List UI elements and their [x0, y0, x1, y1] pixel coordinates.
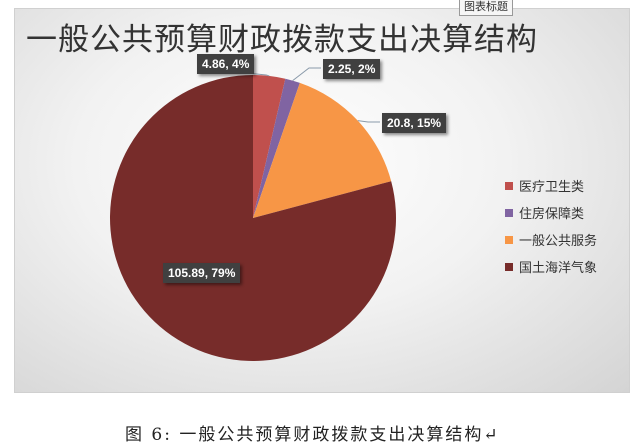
legend-swatch — [505, 181, 513, 190]
pie-slice[interactable] — [253, 75, 286, 218]
leader-line — [357, 120, 380, 123]
legend-label: 国土海洋气象 — [519, 261, 598, 276]
legend-swatch — [505, 262, 513, 271]
pie-slice[interactable] — [253, 78, 300, 218]
legend[interactable]: 医疗卫生类住房保障类一般公共服务 国土海洋气象 — [505, 172, 597, 280]
pie-slice[interactable] — [253, 82, 392, 219]
chart-title-tooltip: 图表标题 — [459, 0, 513, 16]
leader-line — [292, 67, 321, 82]
legend-item[interactable]: 一般公共服务 — [505, 226, 597, 253]
data-label[interactable]: 105.89, 79% — [163, 263, 241, 283]
legend-swatch — [505, 208, 513, 217]
data-label[interactable]: 4.86, 4% — [197, 54, 255, 74]
figure-caption: 图 6: 一般公共预算财政拨款支出决算结构↵ — [125, 425, 500, 445]
legend-label: 住房保障类 — [519, 207, 585, 222]
legend-item[interactable]: 国土海洋气象 — [505, 253, 597, 280]
legend-item[interactable]: 医疗卫生类 — [505, 172, 597, 199]
legend-swatch — [505, 235, 513, 244]
data-label[interactable]: 2.25, 2% — [323, 59, 381, 79]
pie-slice[interactable] — [110, 75, 397, 361]
legend-item[interactable]: 住房保障类 — [505, 199, 597, 226]
chart-title[interactable]: 一般公共预算财政拨款支出决算结构 — [26, 22, 538, 58]
legend-label: 医疗卫生类 — [519, 180, 585, 195]
legend-label: 一般公共服务 — [519, 234, 598, 249]
data-label[interactable]: 20.8, 15% — [382, 113, 447, 133]
